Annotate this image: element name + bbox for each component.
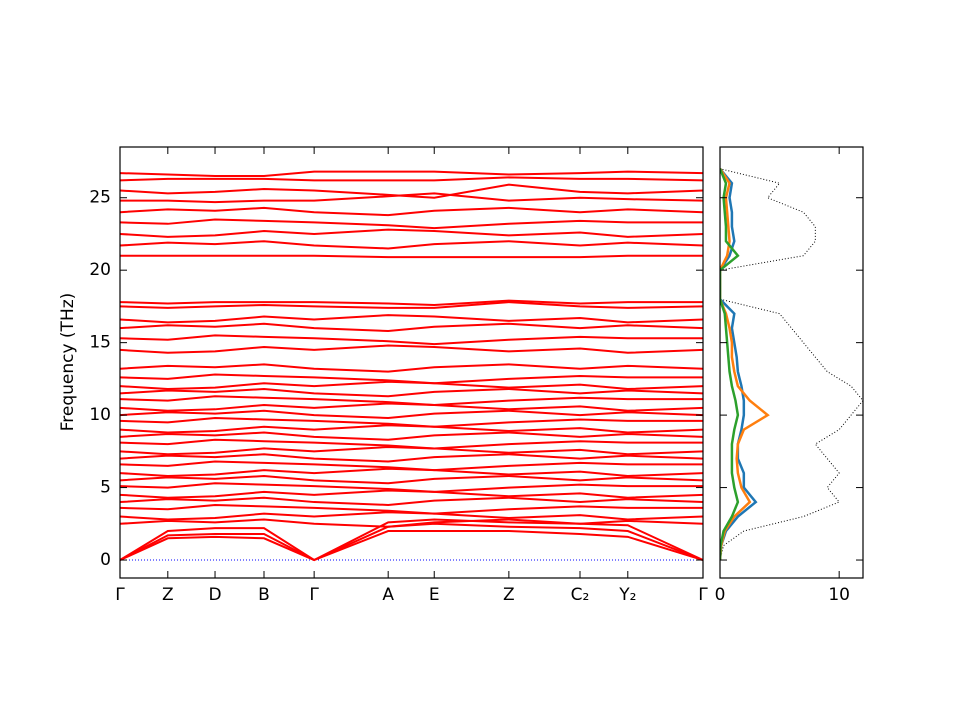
band (119, 482, 703, 493)
band (119, 183, 704, 199)
band (119, 218, 703, 230)
y-tick-label: 15 (89, 333, 111, 353)
x-tick-label: D (208, 585, 221, 605)
band (119, 453, 704, 463)
band (119, 299, 703, 306)
band (119, 314, 704, 324)
y-tick-label: 10 (89, 405, 111, 425)
x-tick-label: Γ (115, 585, 125, 605)
band (119, 206, 704, 217)
band (119, 344, 704, 354)
y-tick-label: 0 (100, 550, 111, 570)
dos-curve (720, 167, 758, 561)
x-tick-label: Y₂ (618, 585, 636, 605)
x-tick-label: Γ (698, 585, 708, 605)
band (119, 424, 704, 434)
band (119, 402, 704, 412)
band (119, 380, 704, 391)
axes-frame (719, 146, 864, 579)
y-axis-label: Frequency (THz) (58, 293, 78, 432)
band (119, 431, 704, 441)
band (119, 395, 703, 406)
band (119, 474, 704, 485)
band (119, 417, 703, 428)
band (119, 438, 703, 450)
band (119, 530, 704, 562)
band (119, 489, 704, 499)
dos-curve (720, 168, 770, 561)
band (119, 170, 704, 177)
band (119, 373, 703, 385)
dos-curve (720, 168, 740, 561)
x-tick-label: A (382, 585, 394, 605)
x-tick-label: Z (503, 585, 515, 605)
band (119, 228, 704, 238)
band (119, 496, 704, 506)
band (119, 460, 703, 472)
band (119, 503, 703, 515)
band (119, 334, 703, 346)
x-tick-label: C₂ (571, 585, 590, 605)
x-tick-label: 10 (828, 585, 850, 605)
x-tick-label: B (258, 585, 270, 605)
band (119, 176, 704, 182)
axes-frame (119, 146, 704, 579)
band (120, 254, 703, 259)
band (120, 192, 704, 204)
y-tick-label: 25 (89, 188, 111, 208)
y-tick-label: 20 (89, 260, 111, 280)
band (119, 363, 704, 373)
band (119, 511, 704, 521)
band (119, 518, 704, 562)
y-tick-label: 5 (100, 478, 111, 498)
x-tick-label: E (429, 585, 440, 605)
band (119, 322, 704, 333)
dos-curve (720, 168, 863, 561)
band (119, 409, 704, 420)
band (119, 240, 704, 250)
band (119, 445, 704, 456)
x-tick-label: Z (162, 585, 174, 605)
band (119, 301, 704, 309)
x-tick-label: 0 (715, 585, 726, 605)
band (119, 518, 704, 528)
band (119, 467, 704, 477)
x-tick-label: Γ (309, 585, 319, 605)
band (119, 388, 704, 398)
